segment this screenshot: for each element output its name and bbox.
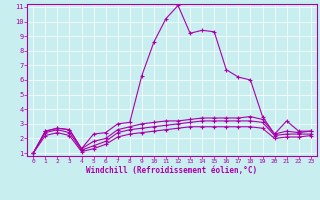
- X-axis label: Windchill (Refroidissement éolien,°C): Windchill (Refroidissement éolien,°C): [86, 166, 258, 175]
